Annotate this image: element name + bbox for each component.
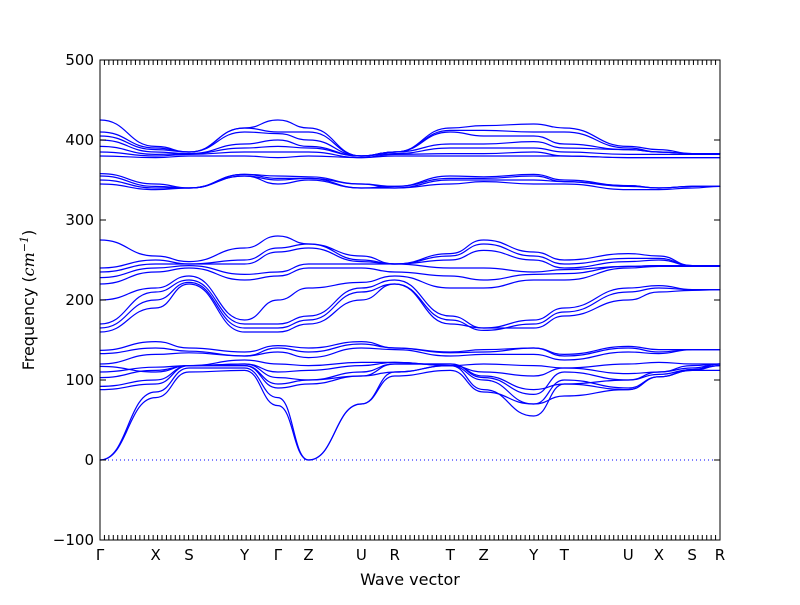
y-axis-label-unit: cm [19, 252, 38, 276]
y-axis-label-exponent: −1 [18, 236, 31, 252]
band-line-14 [99, 265, 721, 321]
band-line-23 [99, 173, 721, 189]
y-tick-label: 400 [65, 131, 94, 149]
band-line-16 [99, 263, 721, 279]
band-line-12 [99, 281, 721, 331]
y-axis-label: Frequency (cm−1) [18, 230, 39, 371]
x-tick-label: R [389, 546, 399, 564]
band-line-19 [99, 235, 721, 267]
y-tick-label: −100 [53, 531, 94, 549]
x-tick-label: X [150, 546, 160, 564]
band-line-13 [99, 279, 721, 329]
x-tick-label: U [623, 546, 634, 564]
band-line-7 [99, 359, 721, 373]
y-axis: −100 0 100 200 300 400 500 [53, 51, 720, 549]
x-tick-label: Γ [274, 546, 283, 564]
bands-layer [99, 119, 721, 461]
x-tick-label: Z [479, 546, 489, 564]
y-tick-label: 200 [65, 291, 94, 309]
y-axis-label-text: Frequency ( [19, 276, 38, 370]
x-tick-label: T [445, 546, 456, 564]
band-line-21 [99, 175, 721, 189]
band-line-8 [99, 347, 721, 365]
x-tick-label: U [356, 546, 367, 564]
x-tick-label: Y [239, 546, 250, 564]
x-tick-label: R [715, 546, 725, 564]
y-tick-label: 300 [65, 211, 94, 229]
band-line-3 [99, 365, 721, 405]
x-tick-label: Γ [96, 546, 105, 564]
x-tick-label: X [654, 546, 664, 564]
y-tick-label: 0 [84, 451, 94, 469]
band-line-1 [99, 369, 721, 461]
band-line-26 [99, 145, 721, 157]
x-tick-label: Y [528, 546, 539, 564]
x-tick-label: T [559, 546, 570, 564]
x-axis-label: Wave vector [360, 570, 460, 589]
band-line-11 [99, 283, 721, 333]
x-tick-label: S [687, 546, 697, 564]
band-line-30 [99, 119, 721, 157]
band-line-10 [99, 341, 721, 355]
y-tick-label: 500 [65, 51, 94, 69]
band-line-18 [99, 243, 721, 269]
x-tick-label: Z [303, 546, 313, 564]
y-axis-label-close: ) [19, 230, 38, 236]
band-line-25 [99, 151, 721, 159]
y-tick-label: 100 [65, 371, 94, 389]
band-line-17 [99, 247, 721, 273]
x-tick-label: S [184, 546, 194, 564]
